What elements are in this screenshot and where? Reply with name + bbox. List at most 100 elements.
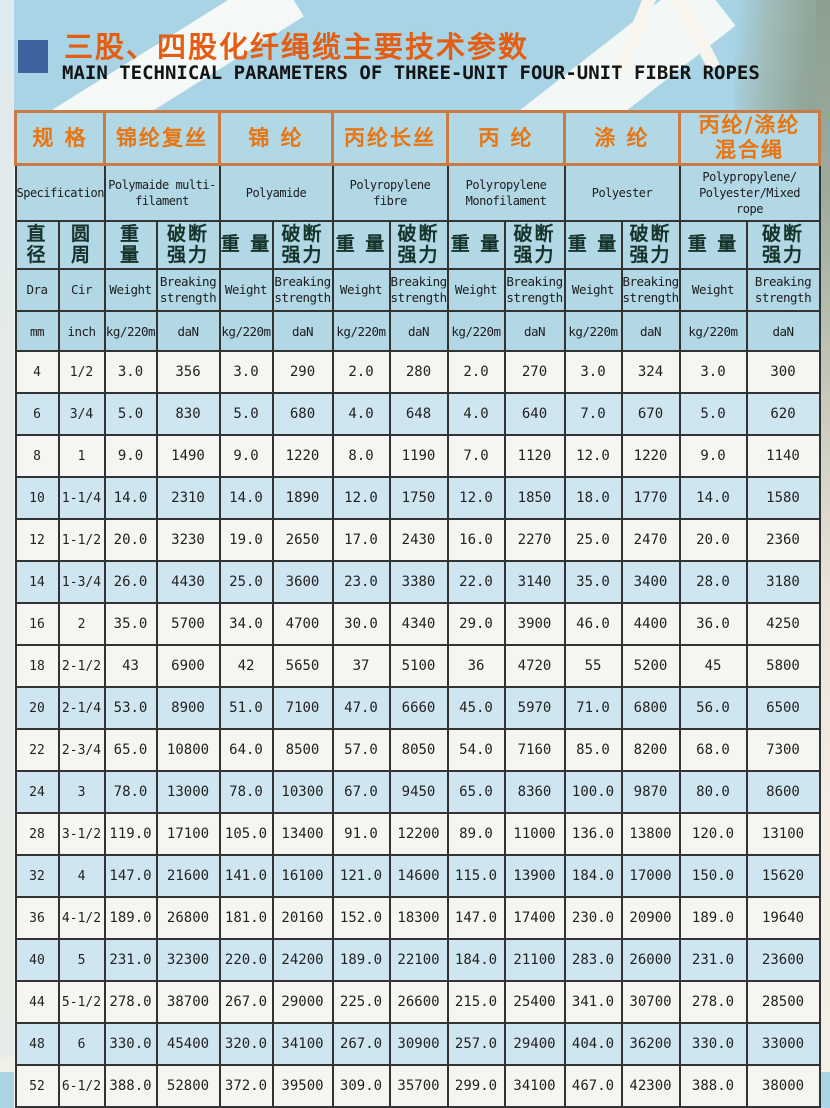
breaking-strength-header-en: Breaking strength <box>155 268 221 313</box>
data-cell: 3.0 <box>218 350 274 395</box>
spec-row-16: 16 2 35.0 5700 34.0 4700 30.0 4340 29.0 3900 46.0 4… <box>14 602 821 647</box>
page-title-chinese: 三股、四股化纤绳缆主要技术参数 <box>64 30 530 64</box>
data-cell: 9.0 <box>678 434 748 479</box>
data-cell: 5800 <box>745 644 821 689</box>
data-cell: 189.0 <box>331 938 391 983</box>
data-cell: 3.0 <box>563 350 623 395</box>
data-cell: 4 <box>57 854 106 899</box>
data-cell: 220.0 <box>218 938 274 983</box>
data-cell: 36.0 <box>678 602 748 647</box>
data-cell: 5970 <box>503 686 566 731</box>
data-cell: 680 <box>271 392 334 437</box>
breaking-strength-unit: daN <box>503 310 566 353</box>
material-header-cn: 丙 纶 <box>446 109 566 167</box>
data-cell: 53.0 <box>103 686 158 731</box>
weight-header-en: Weight <box>563 268 623 313</box>
data-cell: 8200 <box>620 728 681 773</box>
data-cell: 231.0 <box>103 938 158 983</box>
header-row: mm inch kg/220m daN kg/220m daN kg/220m daN kg/2… <box>14 310 821 353</box>
data-cell: 184.0 <box>446 938 506 983</box>
spec-row-4: 4 1/2 3.0 356 3.0 290 2.0 280 2.0 270 3.0 324 3.0 300 <box>14 350 821 395</box>
breaking-strength-header-cn: 破断 强力 <box>620 220 681 271</box>
data-cell: 7.0 <box>563 392 623 437</box>
data-cell: 670 <box>620 392 681 437</box>
material-header-en: Polymaide multi- filament <box>103 163 221 223</box>
data-cell: 10800 <box>155 728 221 773</box>
data-cell: 2310 <box>155 476 221 521</box>
data-cell: 16 <box>14 602 60 647</box>
data-cell: 16100 <box>271 854 334 899</box>
data-cell: 85.0 <box>563 728 623 773</box>
data-cell: 230.0 <box>563 896 623 941</box>
data-cell: 324 <box>620 350 681 395</box>
data-cell: 29000 <box>271 980 334 1025</box>
data-cell: 189.0 <box>103 896 158 941</box>
data-cell: 26000 <box>620 938 681 983</box>
data-cell: 7160 <box>503 728 566 773</box>
data-cell: 136.0 <box>563 812 623 857</box>
data-cell: 2360 <box>745 518 821 563</box>
data-cell: 2-1/2 <box>57 644 106 689</box>
circumference-unit: inch <box>57 310 106 353</box>
header-row: 直径圆 周重 量破断 强力重 量破断 强力重 量破断 强力重 量破断 强力重 量… <box>14 220 821 271</box>
data-cell: 4400 <box>620 602 681 647</box>
data-cell: 270 <box>503 350 566 395</box>
material-header-en: Polyropylene Monofilament <box>446 163 566 223</box>
material-header-cn: 涤 纶 <box>563 109 681 167</box>
data-cell: 7300 <box>745 728 821 773</box>
data-cell: 120.0 <box>678 812 748 857</box>
data-cell: 330.0 <box>678 1022 748 1067</box>
data-cell: 36 <box>14 896 60 941</box>
data-cell: 29.0 <box>446 602 506 647</box>
data-cell: 40 <box>14 938 60 983</box>
data-cell: 35.0 <box>103 602 158 647</box>
breaking-strength-unit: daN <box>745 310 821 353</box>
data-cell: 14.0 <box>103 476 158 521</box>
data-cell: 4250 <box>745 602 821 647</box>
data-cell: 91.0 <box>331 812 391 857</box>
data-cell: 12200 <box>388 812 449 857</box>
breaking-strength-header-cn: 破断 强力 <box>271 220 334 271</box>
weight-header-en: Weight <box>103 268 158 313</box>
data-cell: 22.0 <box>446 560 506 605</box>
data-cell: 28 <box>14 812 60 857</box>
material-header-en: Polyropylene fibre <box>331 163 449 223</box>
data-cell: 13400 <box>271 812 334 857</box>
data-cell: 24 <box>14 770 60 815</box>
data-cell: 1/2 <box>57 350 106 395</box>
data-cell: 19640 <box>745 896 821 941</box>
data-cell: 20 <box>14 686 60 731</box>
material-header-en: Polyester <box>563 163 681 223</box>
breaking-strength-header-en: Breaking strength <box>745 268 821 313</box>
data-cell: 8.0 <box>331 434 391 479</box>
data-cell: 278.0 <box>678 980 748 1025</box>
data-cell: 181.0 <box>218 896 274 941</box>
data-cell: 267.0 <box>331 1022 391 1067</box>
data-cell: 30700 <box>620 980 681 1025</box>
data-cell: 3.0 <box>103 350 158 395</box>
data-cell: 404.0 <box>563 1022 623 1067</box>
data-cell: 16.0 <box>446 518 506 563</box>
data-cell: 43 <box>103 644 158 689</box>
data-cell: 5650 <box>271 644 334 689</box>
data-cell: 14.0 <box>218 476 274 521</box>
spec-row-12: 12 1-1/2 20.0 3230 19.0 2650 17.0 2430 16.0 2270 2… <box>14 518 821 563</box>
data-cell: 2430 <box>388 518 449 563</box>
data-cell: 35.0 <box>563 560 623 605</box>
data-cell: 2270 <box>503 518 566 563</box>
data-cell: 189.0 <box>678 896 748 941</box>
data-cell: 23.0 <box>331 560 391 605</box>
data-cell: 152.0 <box>331 896 391 941</box>
data-cell: 56.0 <box>678 686 748 731</box>
data-cell: 1850 <box>503 476 566 521</box>
breaking-strength-unit: daN <box>155 310 221 353</box>
data-cell: 278.0 <box>103 980 158 1025</box>
data-cell: 231.0 <box>678 938 748 983</box>
data-cell: 42 <box>218 644 274 689</box>
data-cell: 3/4 <box>57 392 106 437</box>
data-cell: 67.0 <box>331 770 391 815</box>
weight-header-en: Weight <box>446 268 506 313</box>
data-cell: 648 <box>388 392 449 437</box>
data-cell: 280 <box>388 350 449 395</box>
data-cell: 45400 <box>155 1022 221 1067</box>
